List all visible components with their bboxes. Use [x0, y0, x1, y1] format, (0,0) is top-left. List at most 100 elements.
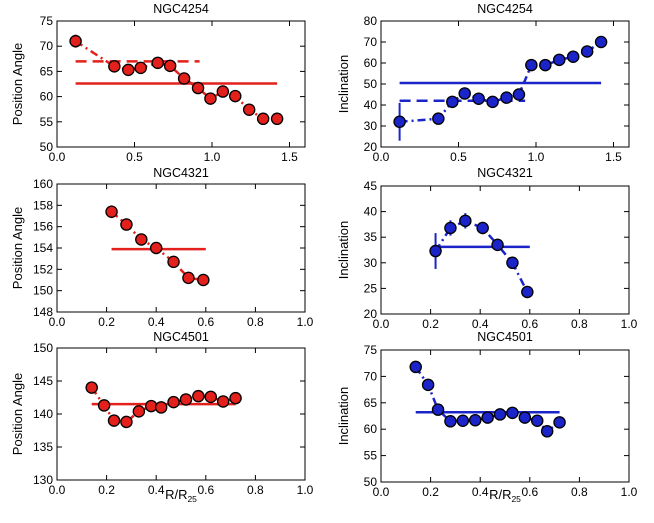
- x-tick-label: 0.4: [472, 485, 489, 499]
- x-tick-label: 1.0: [297, 315, 314, 329]
- y-tick-label: 30: [364, 119, 378, 133]
- y-axis-label: Inclination: [336, 387, 351, 446]
- data-point: [540, 425, 554, 438]
- x-axis-label: R/R25: [165, 487, 197, 504]
- chart-title: NGC4501: [477, 330, 533, 344]
- data-point: [521, 285, 534, 299]
- y-tick-label: 60: [364, 422, 378, 436]
- y-tick-label: 75: [364, 343, 378, 357]
- y-tick-label: 60: [364, 56, 378, 70]
- x-tick-label: 0.6: [197, 315, 214, 329]
- x-tick-label: 0.4: [148, 315, 165, 329]
- data-point: [154, 401, 168, 414]
- data-point: [120, 415, 133, 429]
- data-point: [506, 406, 519, 420]
- x-tick-label: 0.5: [126, 150, 143, 164]
- data-point: [120, 218, 133, 231]
- data-point: [163, 59, 177, 73]
- y-tick-label: 154: [33, 241, 53, 255]
- data-point: [421, 378, 435, 392]
- data-point: [444, 415, 457, 428]
- data-point: [491, 238, 504, 252]
- data-point: [459, 214, 472, 228]
- x-tick-label: 0.0: [373, 317, 390, 331]
- y-axis-label: Inclination: [336, 221, 351, 280]
- data-point: [85, 381, 98, 394]
- x-tick-label: 1.5: [281, 150, 298, 164]
- chart-title: NGC4254: [477, 2, 533, 16]
- data-point: [216, 395, 230, 408]
- data-point: [444, 221, 457, 235]
- x-tick-label: 0.5: [450, 150, 467, 164]
- data-point: [530, 414, 544, 428]
- chart-panel-6: 0.0 0.2 0.4 0.6 0.8 1.0 50 55 60 65 70 75 NGC4501 Inc…: [336, 330, 638, 504]
- x-tick-label: 0.0: [373, 485, 390, 499]
- data-point: [107, 414, 121, 427]
- x-tick-label: 0.6: [521, 485, 538, 499]
- y-tick-label: 20: [364, 140, 378, 154]
- plot-frame: [380, 349, 630, 483]
- data-point: [594, 35, 608, 49]
- x-tick-label: 0.0: [49, 150, 66, 164]
- x-tick-label: 0.8: [247, 483, 264, 497]
- data-point: [191, 81, 205, 95]
- data-point: [539, 58, 552, 72]
- data-point: [456, 414, 470, 428]
- y-tick-label: 80: [364, 14, 378, 28]
- y-tick-label: 55: [364, 449, 378, 463]
- y-tick-label: 50: [364, 475, 378, 489]
- y-tick-label: 40: [364, 205, 378, 219]
- y-tick-label: 145: [33, 374, 53, 388]
- data-point: [167, 395, 180, 409]
- y-axis-label: Inclination: [336, 55, 351, 114]
- x-tick-label: 0.4: [148, 483, 165, 497]
- y-tick-label: 156: [33, 220, 53, 234]
- y-tick-label: 148: [33, 305, 53, 319]
- chart-panel-2: 0.0 0.5 1.0 1.5 20 30 40 50 60 70 80 NGC4254 Inclina…: [336, 2, 630, 164]
- data-point: [580, 45, 594, 58]
- x-tick-label: 0.6: [521, 317, 538, 331]
- x-tick-label: 0.2: [98, 483, 115, 497]
- data-point: [270, 112, 284, 126]
- y-axis-label: Position Angle: [10, 207, 25, 289]
- data-point: [167, 255, 180, 269]
- y-tick-label: 65: [40, 64, 54, 78]
- x-tick-label: 1.0: [528, 150, 545, 164]
- chart-panel-5: 0.0 0.2 0.4 0.6 0.8 1.0 130 135 140 145 150 NGC4501…: [10, 330, 314, 504]
- x-tick-label: 0.2: [98, 315, 115, 329]
- y-tick-label: 45: [364, 179, 378, 193]
- data-point: [105, 205, 118, 218]
- chart-title: NGC4321: [477, 166, 533, 180]
- data-point: [177, 72, 191, 85]
- y-tick-label: 160: [33, 177, 53, 191]
- plot-frame: [56, 347, 306, 481]
- y-tick-label: 20: [364, 307, 378, 321]
- chart-title: NGC4321: [153, 166, 209, 180]
- data-point: [134, 61, 147, 75]
- y-axis-label: Position Angle: [10, 373, 25, 455]
- data-point: [518, 411, 532, 424]
- x-tick-label: 0.4: [472, 317, 489, 331]
- data-point: [69, 34, 82, 48]
- data-point: [431, 403, 445, 416]
- x-tick-label: 0.8: [247, 315, 264, 329]
- plot-frame: [56, 20, 306, 148]
- y-tick-label: 158: [33, 198, 53, 212]
- data-point: [512, 88, 526, 101]
- chart-panel-3: 0.0 0.2 0.4 0.6 0.8 1.0 148 150 152 154 156 158 160 N…: [10, 166, 314, 329]
- plot-frame: [380, 185, 630, 315]
- y-axis-label: Position Angle: [10, 43, 25, 125]
- data-point: [228, 89, 242, 103]
- y-tick-label: 135: [33, 440, 53, 454]
- data-point: [553, 53, 566, 67]
- x-tick-label: 1.0: [621, 485, 638, 499]
- y-tick-label: 130: [33, 473, 53, 487]
- y-tick-label: 35: [364, 230, 378, 244]
- data-point: [204, 390, 218, 404]
- data-point: [500, 91, 513, 104]
- x-tick-label: 0.0: [49, 483, 66, 497]
- data-point: [229, 391, 242, 405]
- data-point: [197, 273, 210, 287]
- data-point: [108, 60, 121, 73]
